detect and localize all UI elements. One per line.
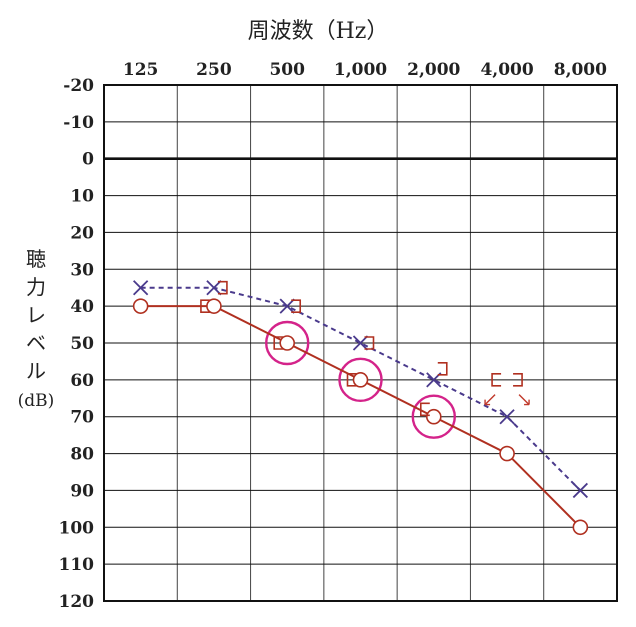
data-point-circle: [425, 408, 442, 425]
y-tick-label: 90: [70, 481, 94, 501]
highlight-ring: [411, 394, 456, 439]
bone-marker-right: [513, 373, 523, 387]
y-tick-label: 30: [70, 260, 94, 280]
x-tick-labels: 125 250 500 1,000 2,000 4,000 8,000: [123, 60, 607, 80]
y-tick-label: 40: [70, 297, 94, 317]
y-label-glyph: レ: [26, 303, 46, 327]
x-tick-label: 125: [123, 60, 159, 80]
bone-marker-left: [419, 402, 430, 417]
y-tick-label: 10: [70, 187, 94, 207]
data-point-circle: [572, 519, 589, 536]
y-tick-label: 20: [70, 223, 94, 243]
y-label-glyph: 聴: [26, 247, 46, 271]
y-tick-label: 110: [59, 555, 95, 575]
y-tick-label: 70: [70, 408, 94, 428]
bone-marker-right: [291, 299, 302, 313]
y-tick-label: 80: [70, 445, 94, 465]
data-point-cross: [206, 280, 222, 296]
y-label-glyph: (dB): [18, 391, 55, 411]
data-point-cross: [572, 482, 588, 499]
highlight-ring: [265, 320, 310, 366]
data-point-cross: [133, 280, 149, 296]
data-point-cross: [499, 409, 515, 425]
y-tick-label: 100: [59, 518, 95, 538]
chart-title: 周波数（Hz）: [248, 19, 389, 44]
y-tick-label: -10: [63, 113, 94, 133]
data-point-circle: [352, 372, 369, 388]
x-tick-label: 8,000: [554, 60, 607, 80]
x-tick-label: 250: [196, 60, 232, 80]
bone-marker-left: [346, 373, 357, 387]
bone-marker-left: [491, 373, 502, 387]
data-point-cross: [279, 298, 295, 314]
bone-marker-left: [273, 336, 284, 350]
plot-frame: [103, 84, 618, 602]
y-tick-label: 0: [82, 150, 94, 170]
y-tick-label: -20: [63, 76, 94, 96]
x-tick-label: 4,000: [480, 60, 533, 80]
bone-marker-right: [364, 336, 375, 350]
data-point-circle: [132, 298, 149, 314]
y-label-glyph: 力: [26, 275, 46, 299]
bone-marker-left: [200, 299, 210, 313]
highlight-ring: [338, 357, 383, 403]
data-point-circle: [206, 298, 222, 314]
y-tick-label: 50: [70, 334, 94, 354]
series-layer: [132, 280, 589, 536]
data-point-cross: [352, 335, 369, 351]
x-tick-label: 2,000: [407, 60, 460, 80]
x-tick-label: 1,000: [334, 60, 387, 80]
y-tick-labels: -20 -10 0 10 20 30 40 50 60 70 80 90 100 110 120: [59, 76, 95, 612]
y-tick-label: 120: [59, 592, 95, 612]
data-point-circle: [499, 445, 515, 462]
x-tick-label: 500: [269, 60, 305, 80]
y-tick-label: 60: [70, 371, 94, 391]
bone-marker-right: [217, 280, 228, 295]
y-label-glyph: ル: [26, 359, 46, 383]
bone-marker-right: [437, 362, 448, 376]
scaleout-arrow: [518, 394, 530, 406]
y-label-glyph: ベ: [26, 331, 46, 355]
scaleout-arrow: [484, 394, 496, 406]
data-point-circle: [279, 335, 296, 351]
